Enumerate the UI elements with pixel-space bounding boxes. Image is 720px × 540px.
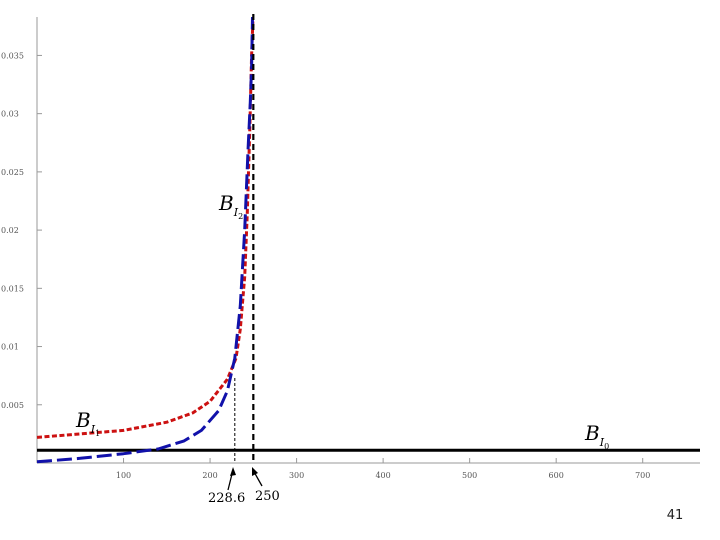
series-bi2-line	[36, 16, 254, 464]
annotation-228-6: 228.6	[208, 491, 245, 506]
x-tick-label: 300	[289, 471, 304, 480]
x-tick-label: 600	[549, 471, 564, 480]
y-tick-label: 0.015	[1, 284, 24, 293]
arrowhead-250	[252, 467, 258, 476]
y-tick-label: 0.02	[1, 226, 19, 235]
x-tick-labels: 100 200 300 400 500 600 700	[116, 471, 650, 480]
page-number: 41	[666, 508, 684, 523]
series-label-bi1: BI1	[75, 408, 100, 438]
y-ticks	[37, 54, 42, 406]
series-label-bi0: BI0	[584, 421, 609, 451]
y-tick-label: 0.03	[1, 110, 19, 119]
x-tick-label: 700	[635, 471, 650, 480]
y-tick-label: 0.035	[1, 51, 24, 60]
x-tick-label: 500	[462, 471, 477, 480]
x-ticks	[123, 458, 644, 463]
x-tick-label: 100	[116, 471, 131, 480]
y-tick-labels: 0.005 0.01 0.015 0.02 0.025 0.03 0.035	[1, 51, 24, 409]
arrowhead-228-6	[230, 467, 236, 476]
x-tick-label: 200	[202, 471, 217, 480]
y-tick-label: 0.005	[1, 401, 24, 410]
series-label-bi2: BI2	[218, 191, 243, 221]
series-group	[36, 16, 700, 464]
series-bi1-line	[36, 20, 255, 439]
y-tick-label: 0.01	[1, 343, 19, 352]
x-tick-label: 400	[375, 471, 390, 480]
y-tick-label: 0.025	[1, 168, 24, 177]
annotation-250: 250	[255, 489, 280, 504]
vlines-group	[234, 14, 255, 463]
